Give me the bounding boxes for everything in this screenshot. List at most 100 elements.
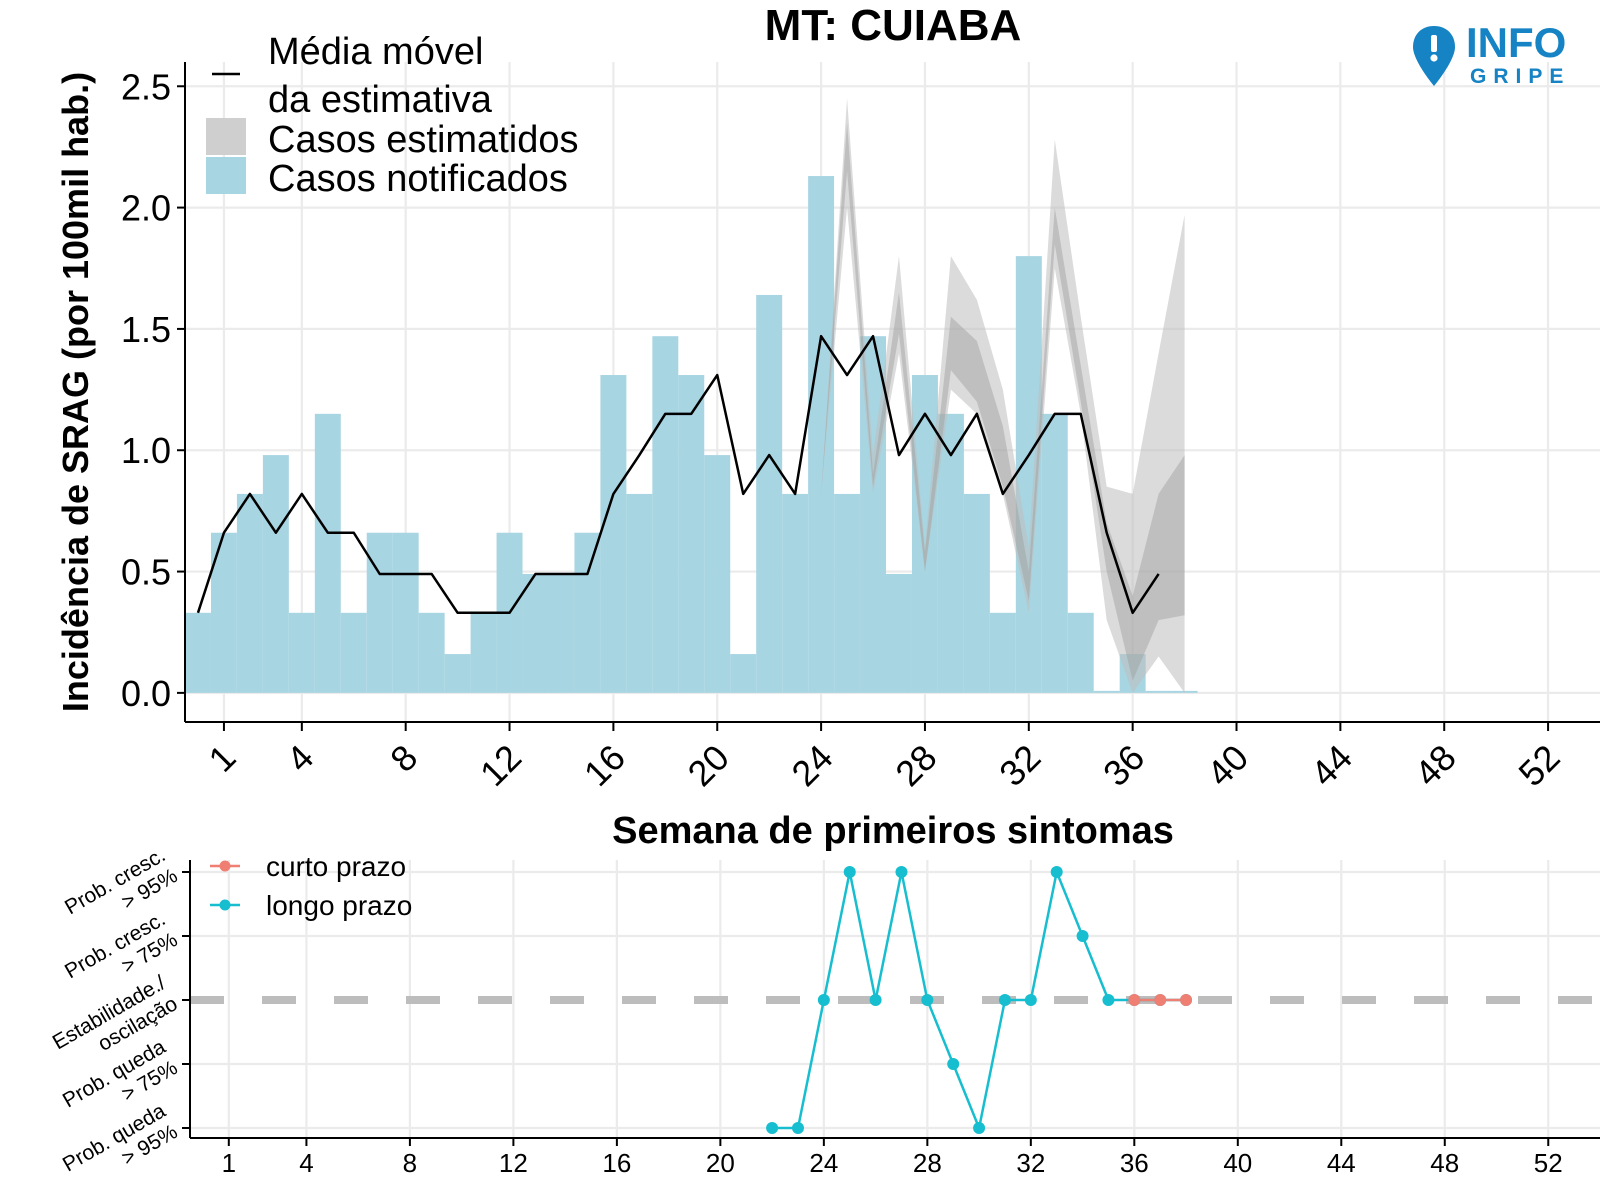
- notified-bar: [652, 336, 679, 693]
- trend-point: [1154, 994, 1167, 1006]
- top-x-tick-label: 52: [1510, 737, 1567, 794]
- notified-bar: [730, 654, 757, 693]
- legend-short-term-label: curto prazo: [266, 851, 406, 882]
- bottom-x-tick-label: 12: [499, 1148, 528, 1178]
- legend-notified-swatch: [206, 157, 246, 194]
- trend-point: [1128, 994, 1141, 1006]
- bottom-x-tick-label: 32: [1016, 1148, 1045, 1178]
- bottom-legend: curto prazo longo prazo: [210, 851, 412, 921]
- top-y-tick-label: 0.0: [121, 673, 171, 714]
- legend-estimated-swatch: [206, 118, 246, 155]
- legend-line-label-1: Média móvel: [268, 31, 483, 73]
- legend-long-term-label: longo prazo: [266, 890, 412, 921]
- bottom-x-tick-label: 8: [403, 1148, 417, 1178]
- bottom-x-tick-label: 40: [1223, 1148, 1252, 1178]
- bottom-x-tick-label: 20: [706, 1148, 735, 1178]
- legend-notified-label: Casos notificados: [268, 158, 568, 200]
- trend-point: [895, 866, 908, 878]
- estimated-band-outer: [821, 98, 1185, 693]
- top-x-tick-label: 48: [1407, 737, 1464, 794]
- chart-title: MT: CUIABA: [765, 1, 1022, 50]
- bottom-x-tick-label: 28: [913, 1148, 942, 1178]
- notified-bar: [782, 493, 809, 693]
- top-y-ticks: 0.0 0.5 1.0 1.5 2.0 2.5: [121, 66, 185, 714]
- notified-bar: [392, 532, 419, 693]
- top-x-tick-label: 20: [680, 737, 737, 794]
- trend-point: [1102, 994, 1115, 1006]
- notified-bar: [600, 375, 627, 693]
- top-x-tick-label: 36: [1095, 737, 1152, 794]
- trend-point: [1076, 930, 1089, 942]
- notified-bar: [444, 654, 471, 693]
- bottom-x-tick-label: 52: [1534, 1148, 1563, 1178]
- notified-bar: [470, 612, 497, 693]
- notified-bar: [756, 294, 783, 693]
- top-y-tick-label: 1.5: [121, 309, 171, 350]
- trend-point: [1050, 866, 1063, 878]
- top-y-tick-label: 2.0: [121, 188, 171, 229]
- bottom-x-tick-label: 24: [809, 1148, 838, 1178]
- top-x-tick-label: 44: [1303, 737, 1360, 794]
- logo-word-bottom: GRIPE: [1470, 65, 1571, 88]
- trend-point: [998, 994, 1011, 1006]
- trend-point: [843, 866, 856, 878]
- notified-bar: [808, 176, 835, 693]
- bottom-x-tick-label: 44: [1327, 1148, 1356, 1178]
- notified-bar: [366, 532, 393, 693]
- notified-bar: [937, 413, 964, 693]
- notified-bar: [314, 413, 341, 693]
- trend-point: [766, 1122, 779, 1134]
- y-axis-label: Incidência de SRAG (por 100mil hab.): [55, 72, 96, 712]
- top-x-tick-label: 40: [1199, 737, 1256, 794]
- top-y-tick-label: 1.0: [121, 430, 171, 471]
- legend-estimated-label: Casos estimatidos: [268, 119, 578, 161]
- notified-bar: [522, 573, 549, 693]
- trend-point: [921, 994, 934, 1006]
- notified-bar: [262, 455, 289, 693]
- notified-bar: [678, 375, 705, 693]
- moving-average-line: [196, 334, 1160, 615]
- top-x-tick-label: 1: [200, 737, 243, 780]
- trend-point: [869, 994, 882, 1006]
- notified-bar: [236, 493, 263, 693]
- notified-bar: [340, 612, 367, 693]
- notified-bar: [418, 612, 445, 693]
- trend-point: [1180, 994, 1193, 1006]
- logo-word-top: INFO: [1466, 19, 1567, 66]
- bottom-y-ticks: Prob. cresc.> 95%Prob. cresc.> 75%Estabi…: [49, 843, 190, 1197]
- top-x-tick-label: 12: [472, 737, 529, 794]
- bottom-x-tick-label: 16: [602, 1148, 631, 1178]
- x-axis-label: Semana de primeiros sintomas: [612, 810, 1174, 852]
- top-y-tick-label: 0.5: [121, 552, 171, 593]
- top-x-tick-label: 32: [991, 737, 1048, 794]
- top-x-tick-label: 28: [887, 737, 944, 794]
- bottom-x-tick-label: 1: [222, 1148, 236, 1178]
- legend-line-label-2: da estimativa: [268, 79, 493, 121]
- bottom-y-tick-label: Prob. queda> 95%: [59, 1099, 182, 1197]
- notified-bar: [886, 573, 912, 693]
- bottom-x-ticks: 1 4 8 12 16 20 24 28 32 36 40 44 48 52: [222, 1138, 1563, 1178]
- top-y-tick-label: 2.5: [121, 66, 171, 107]
- notified-bar: [1041, 413, 1068, 693]
- notified-bar: [626, 493, 653, 693]
- notified-bar: [548, 573, 575, 693]
- trend-polyline: [772, 870, 1187, 1130]
- notified-bar: [911, 375, 938, 693]
- top-x-ticks: 1 4 8 12 16 20 24 28 32 36 40 44 48 52: [200, 722, 1568, 794]
- top-x-tick-label: 24: [783, 737, 840, 794]
- trend-point: [817, 994, 830, 1006]
- bottom-x-tick-label: 36: [1120, 1148, 1149, 1178]
- notified-bar: [1067, 612, 1094, 693]
- trend-point: [973, 1122, 986, 1134]
- bottom-x-tick-label: 48: [1430, 1148, 1459, 1178]
- top-x-tick-label: 8: [382, 737, 425, 780]
- notified-bar: [704, 455, 731, 693]
- trend-point: [1024, 994, 1037, 1006]
- top-x-tick-label: 4: [278, 737, 321, 780]
- trend-point: [791, 1122, 804, 1134]
- notified-bar: [185, 612, 211, 693]
- trend-point: [947, 1058, 960, 1070]
- legend-short-term-dot: [219, 860, 231, 872]
- notified-bar: [963, 493, 990, 693]
